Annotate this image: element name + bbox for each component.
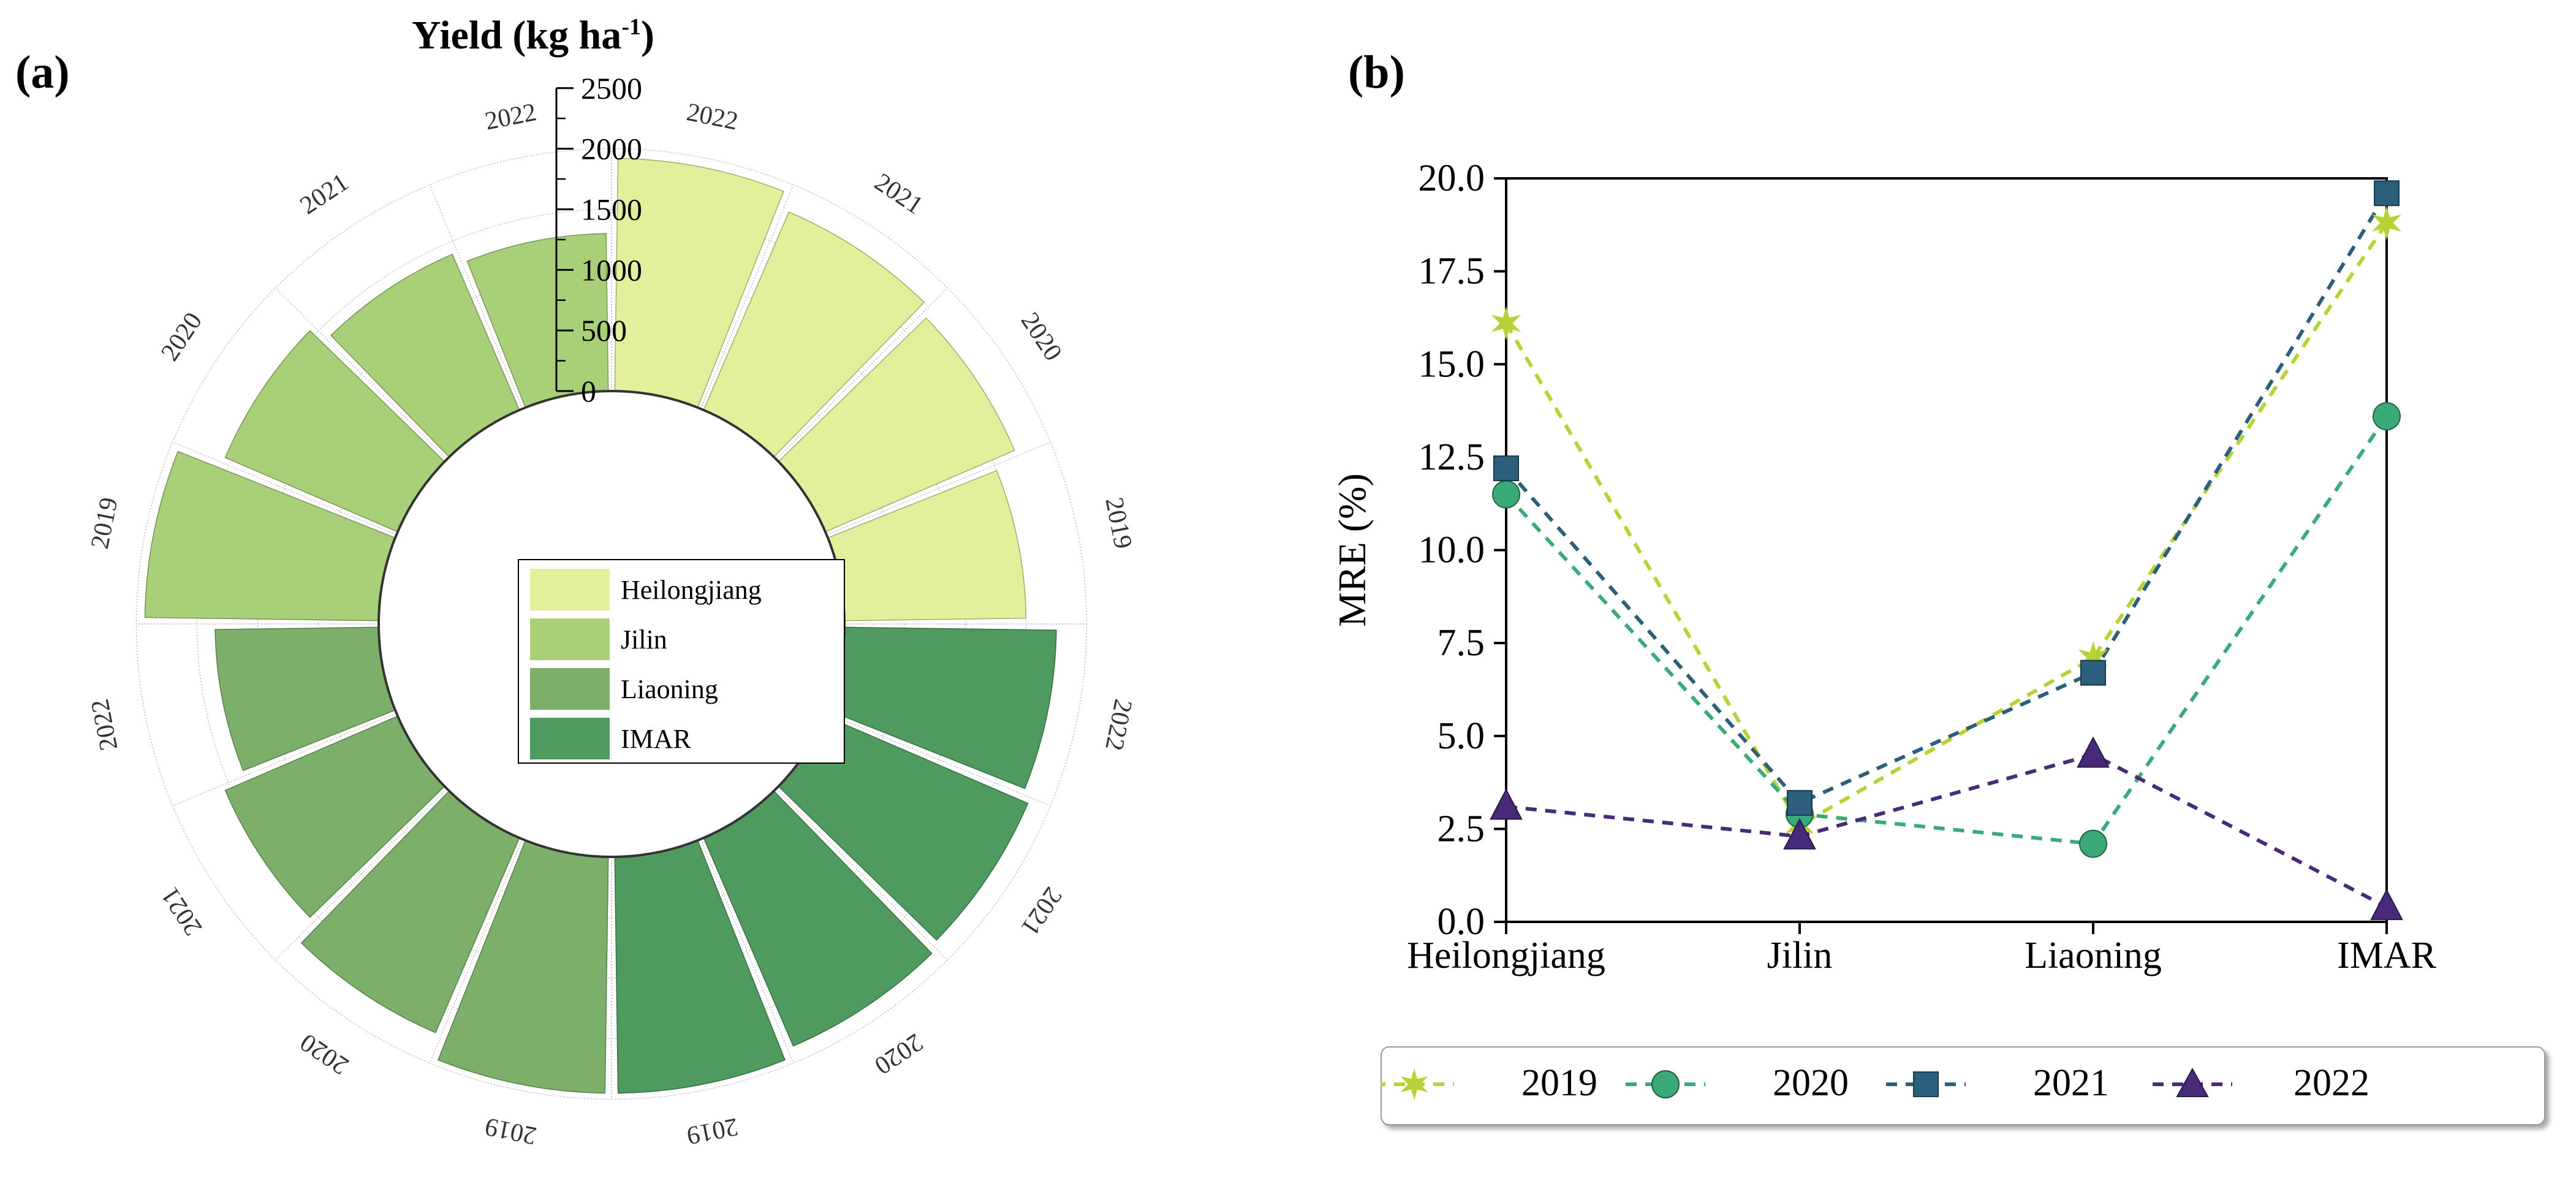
svg-text:2019: 2019 — [684, 1112, 740, 1150]
svg-text:2021: 2021 — [1015, 882, 1067, 940]
svg-text:2021: 2021 — [2033, 1062, 2109, 1104]
svg-text:2022: 2022 — [2294, 1062, 2370, 1104]
svg-text:5.0: 5.0 — [1438, 715, 1485, 757]
svg-text:7.5: 7.5 — [1438, 622, 1485, 664]
svg-text:17.5: 17.5 — [1419, 251, 1485, 292]
svg-text:2500: 2500 — [581, 71, 642, 105]
svg-text:2020: 2020 — [869, 1028, 928, 1080]
svg-text:2022: 2022 — [483, 98, 539, 136]
svg-text:2022: 2022 — [1099, 697, 1137, 753]
svg-text:2020: 2020 — [295, 1028, 354, 1080]
svg-text:500: 500 — [581, 313, 627, 348]
svg-text:MRE (%): MRE (%) — [1330, 473, 1374, 627]
svg-text:2021: 2021 — [869, 168, 928, 220]
svg-text:2000: 2000 — [581, 132, 642, 166]
svg-text:IMAR: IMAR — [2337, 935, 2437, 976]
svg-text:Heilongjiang: Heilongjiang — [1407, 935, 1605, 976]
svg-text:1000: 1000 — [581, 253, 642, 287]
svg-text:1500: 1500 — [581, 192, 642, 226]
svg-text:2020: 2020 — [156, 308, 208, 366]
svg-text:Jilin: Jilin — [1767, 935, 1833, 976]
svg-text:2019: 2019 — [483, 1112, 539, 1150]
svg-text:2019: 2019 — [1521, 1062, 1597, 1104]
svg-text:2022: 2022 — [86, 697, 124, 753]
svg-text:2019: 2019 — [1099, 495, 1137, 551]
svg-text:2021: 2021 — [156, 882, 208, 940]
svg-text:2022: 2022 — [684, 98, 740, 136]
svg-text:Liaoning: Liaoning — [2025, 935, 2162, 976]
svg-text:2020: 2020 — [1773, 1062, 1849, 1104]
svg-text:2019: 2019 — [86, 495, 124, 551]
svg-text:20.0: 20.0 — [1419, 158, 1485, 199]
svg-text:2021: 2021 — [295, 168, 354, 220]
svg-text:10.0: 10.0 — [1419, 530, 1485, 571]
svg-text:2020: 2020 — [1015, 308, 1067, 366]
svg-text:12.5: 12.5 — [1419, 436, 1485, 478]
svg-text:15.0: 15.0 — [1419, 343, 1485, 385]
svg-text:0: 0 — [581, 374, 596, 408]
svg-text:2.5: 2.5 — [1438, 808, 1485, 850]
